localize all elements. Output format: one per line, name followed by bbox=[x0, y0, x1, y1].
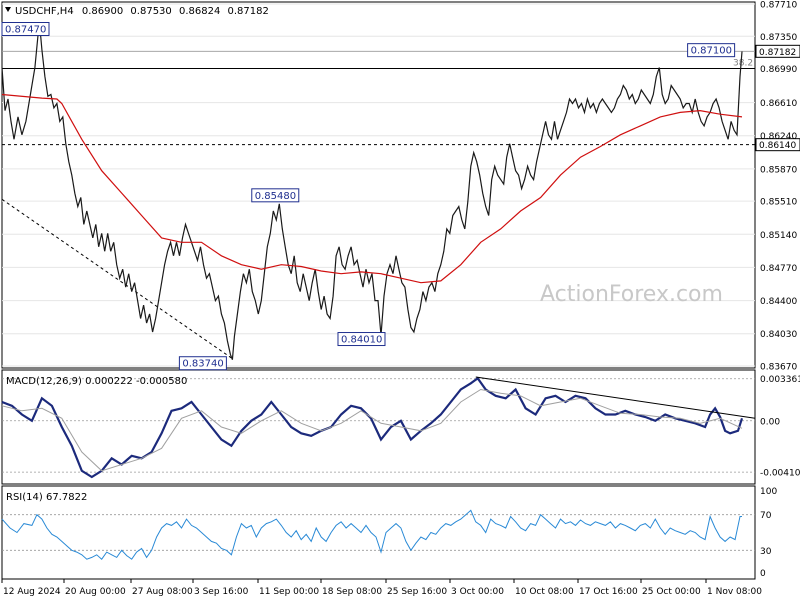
macd-label: MACD(12,26,9) 0.000222 -0.000580 bbox=[6, 376, 187, 387]
watermark: ActionForex.com bbox=[540, 282, 723, 307]
x-tick-label: 27 Aug 08:00 bbox=[132, 587, 193, 597]
x-tick-label: 20 Aug 00:00 bbox=[65, 587, 126, 597]
macd-tick-label: -0.004108 bbox=[760, 469, 800, 479]
annotation-label: 0.85480 bbox=[255, 191, 296, 202]
x-tick-label: 11 Sep 00:00 bbox=[259, 587, 319, 597]
open-value: 0.86900 bbox=[82, 6, 123, 17]
close-value: 0.87182 bbox=[228, 6, 269, 17]
symbol-label: USDCHF,H4 bbox=[15, 6, 74, 17]
x-tick-label: 25 Oct 00:00 bbox=[642, 587, 701, 597]
price-tick-label: 0.86610 bbox=[760, 99, 797, 109]
x-tick-label: 25 Sep 16:00 bbox=[387, 587, 447, 597]
price-tick-label: 0.84030 bbox=[760, 330, 797, 340]
macd-panel bbox=[1, 369, 756, 485]
high-value: 0.87530 bbox=[130, 6, 171, 17]
price-level-tag-label: 0.86140 bbox=[759, 141, 796, 151]
price-tick-label: 0.87710 bbox=[760, 1, 797, 11]
macd-trendline bbox=[475, 376, 756, 419]
annotation-label: 0.83740 bbox=[182, 359, 223, 370]
annotation-box bbox=[178, 356, 227, 371]
annotation-box bbox=[251, 188, 300, 203]
price-tick-label: 0.86240 bbox=[760, 132, 797, 142]
rsi-tick-label: 70 bbox=[760, 511, 772, 521]
x-tick-label: 17 Oct 16:00 bbox=[579, 587, 638, 597]
rsi-panel bbox=[1, 485, 756, 580]
price-tick-label: 0.85140 bbox=[760, 231, 797, 241]
macd-tick-label: 0.00 bbox=[760, 417, 780, 427]
x-tick-label: 12 Aug 2024 bbox=[3, 587, 61, 597]
x-tick-label: 3 Sep 16:00 bbox=[194, 587, 249, 597]
x-tick-label: 3 Oct 00:00 bbox=[451, 587, 504, 597]
price-level-tag bbox=[755, 44, 800, 58]
annotation-label: 0.84010 bbox=[341, 335, 382, 346]
price-tick-label: 0.85510 bbox=[760, 198, 797, 208]
dropdown-arrow-icon[interactable] bbox=[5, 7, 11, 12]
price-tick-label: 0.87350 bbox=[760, 33, 797, 43]
x-tick-label: 1 Nov 08:00 bbox=[707, 587, 762, 597]
price-tick-label: 0.84770 bbox=[760, 264, 797, 274]
macd-tick-label: 0.003361 bbox=[760, 375, 800, 385]
price-tick-label: 0.83670 bbox=[760, 363, 797, 373]
macd-signal-line bbox=[1, 388, 743, 472]
low-value: 0.86824 bbox=[179, 6, 220, 17]
svg-text:USDCHF,H4 0.86900 0.87: USDCHF,H4 0.86900 0.87530 0.86824 0.8718… bbox=[15, 6, 269, 17]
price-tick-label: 0.85870 bbox=[760, 165, 797, 175]
annotation-box bbox=[687, 43, 736, 58]
annotation-box bbox=[1, 22, 50, 37]
rsi-tick-label: 30 bbox=[760, 547, 772, 557]
price-level-tag-label: 0.87182 bbox=[759, 48, 796, 58]
macd-line bbox=[1, 376, 744, 479]
rsi-tick-label: 100 bbox=[760, 487, 777, 497]
price-level-tag bbox=[755, 138, 800, 152]
price-trendline bbox=[1, 198, 232, 359]
price-tick-label: 0.84400 bbox=[760, 297, 797, 307]
price-series bbox=[1, 27, 743, 360]
rsi-line bbox=[1, 509, 742, 560]
annotation-label: 0.87470 bbox=[5, 25, 46, 36]
x-tick-label: 10 Oct 08:00 bbox=[515, 587, 574, 597]
fib-label: 38.2 bbox=[733, 59, 753, 69]
ma-series bbox=[1, 93, 743, 284]
rsi-tick-label: 0 bbox=[760, 569, 766, 579]
annotation-box bbox=[337, 332, 386, 347]
x-tick-label: 18 Sep 08:00 bbox=[322, 587, 382, 597]
annotation-label: 0.87100 bbox=[691, 46, 732, 57]
price-tick-label: 0.86990 bbox=[760, 65, 797, 75]
rsi-label: RSI(14) 67.7822 bbox=[6, 492, 87, 503]
